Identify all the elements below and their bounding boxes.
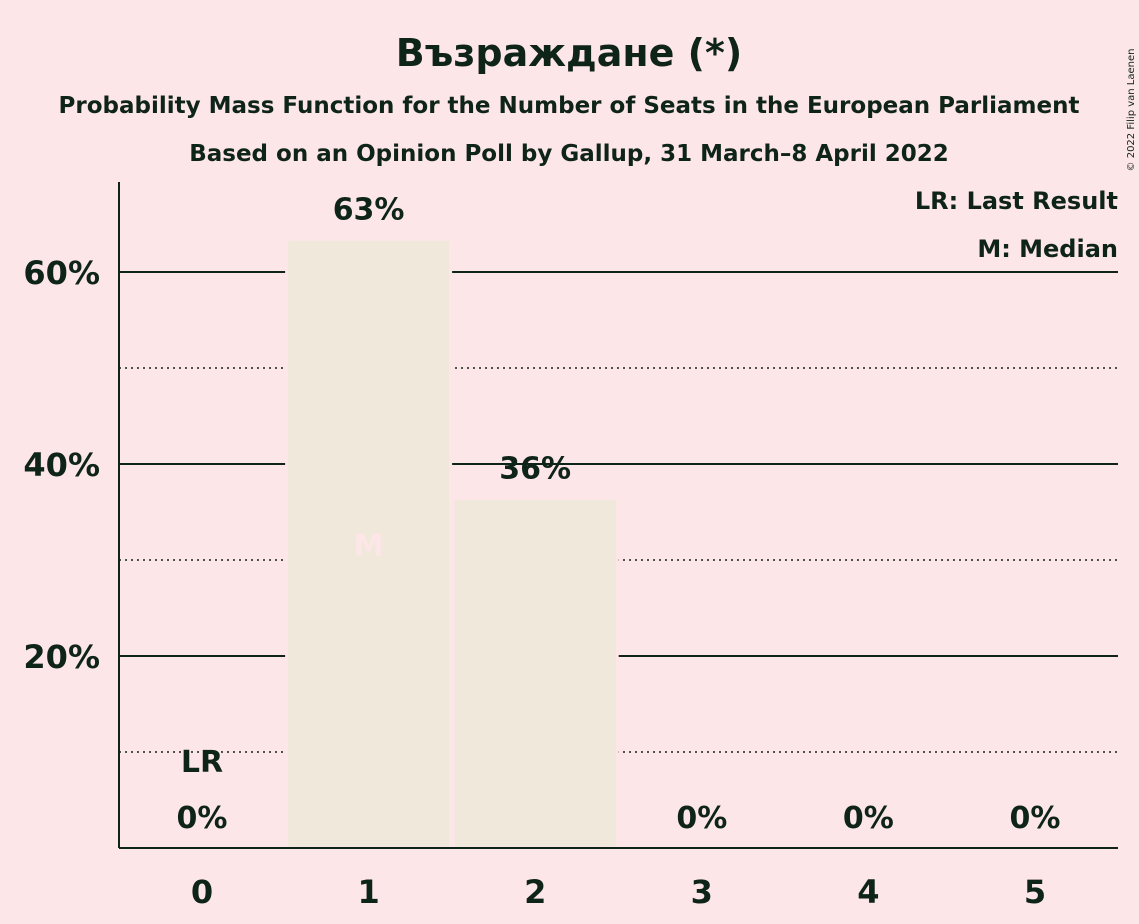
chart-subtitle: Probability Mass Function for the Number… xyxy=(59,93,1080,119)
y-tick-label: 20% xyxy=(23,638,100,676)
data-label-seats-0: 0% xyxy=(177,801,228,836)
x-tick-label: 0 xyxy=(191,873,213,911)
y-tick-label: 40% xyxy=(23,446,100,484)
data-labels: 0% 63% 36% 0% 0% 0% M LR xyxy=(177,192,1061,836)
last-result-marker: LR xyxy=(181,745,223,780)
data-label-seats-4: 0% xyxy=(843,801,894,836)
x-tick-label: 4 xyxy=(857,873,879,911)
x-tick-label: 5 xyxy=(1024,873,1046,911)
data-label-seats-3: 0% xyxy=(676,801,727,836)
bar-seats-1 xyxy=(285,237,453,850)
chart-title: Възраждане (*) xyxy=(396,31,742,75)
axes: 20% 40% 60% 0 1 2 3 4 5 xyxy=(23,182,1118,911)
bars xyxy=(285,237,619,850)
x-tick-label: 3 xyxy=(691,873,713,911)
bar-seats-2 xyxy=(451,497,619,850)
median-marker: M xyxy=(354,529,384,564)
x-tick-label: 2 xyxy=(524,873,546,911)
x-tick-label: 1 xyxy=(357,873,379,911)
chart-subtitle-source: Based on an Opinion Poll by Gallup, 31 M… xyxy=(189,141,949,167)
data-label-seats-2: 36% xyxy=(499,452,571,487)
copyright-notice: © 2022 Filip van Laenen xyxy=(1126,49,1137,172)
legend-median: M: Median xyxy=(977,235,1118,263)
legend-last-result: LR: Last Result xyxy=(915,187,1118,215)
y-tick-label: 60% xyxy=(23,254,100,292)
data-label-seats-5: 0% xyxy=(1010,801,1061,836)
data-label-seats-1: 63% xyxy=(333,192,405,227)
